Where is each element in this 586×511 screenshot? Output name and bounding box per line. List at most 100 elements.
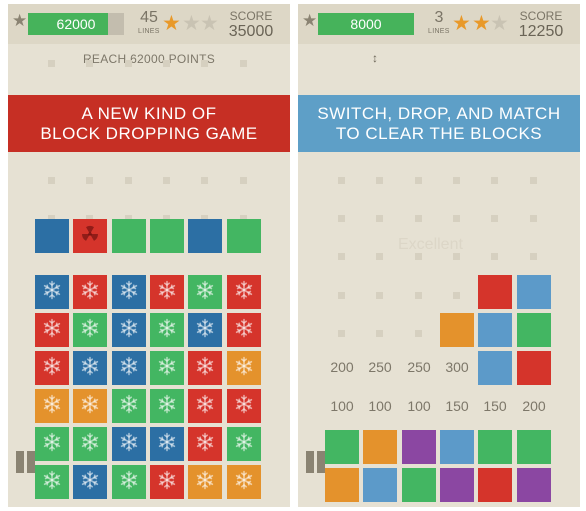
grid-block[interactable] <box>35 351 69 385</box>
grid-block[interactable] <box>150 465 184 499</box>
tray-block[interactable] <box>440 468 474 502</box>
stack-block[interactable] <box>517 351 551 385</box>
grid-dot <box>86 215 93 222</box>
grid-block[interactable] <box>227 427 261 461</box>
tray-block[interactable] <box>325 468 359 502</box>
tray-block[interactable] <box>517 468 551 502</box>
falling-block[interactable] <box>35 219 69 253</box>
tray-block[interactable] <box>402 430 436 464</box>
grid-block[interactable] <box>112 465 146 499</box>
grid-block[interactable] <box>35 427 69 461</box>
snowflake-icon <box>42 356 62 381</box>
snowflake-icon <box>42 470 62 495</box>
tray-block[interactable] <box>363 430 397 464</box>
snowflake-icon <box>80 280 100 305</box>
grid-block[interactable] <box>227 389 261 423</box>
grid-block[interactable] <box>73 465 107 499</box>
falling-block[interactable] <box>150 219 184 253</box>
grid-dot <box>86 60 93 67</box>
grid-dot <box>376 253 383 260</box>
tray-block[interactable] <box>325 430 359 464</box>
snowflake-icon <box>42 318 62 343</box>
score-label: SCORE <box>519 9 563 23</box>
stack-block[interactable] <box>478 351 512 385</box>
grid-block[interactable] <box>227 275 261 309</box>
grid-block[interactable] <box>112 351 146 385</box>
column-points-value: 150 <box>483 398 507 414</box>
grid-dot <box>415 330 422 337</box>
column-points-value: 250 <box>407 359 431 375</box>
snowflake-icon <box>195 318 215 343</box>
faded-feedback-text: Excellent <box>398 236 463 253</box>
grid-block[interactable] <box>73 427 107 461</box>
tray-block[interactable] <box>478 468 512 502</box>
tray-block[interactable] <box>402 468 436 502</box>
grid-dot <box>453 215 460 222</box>
column-points-value: 250 <box>368 359 392 375</box>
grid-block[interactable] <box>112 275 146 309</box>
grid-block[interactable] <box>150 389 184 423</box>
grid-block[interactable] <box>150 351 184 385</box>
grid-block[interactable] <box>112 427 146 461</box>
grid-dot <box>530 253 537 260</box>
stack-block[interactable] <box>517 275 551 309</box>
grid-dot <box>338 177 345 184</box>
pause-icon[interactable] <box>16 451 38 473</box>
grid-block[interactable] <box>35 465 69 499</box>
grid-block[interactable] <box>188 351 222 385</box>
stack-block[interactable] <box>517 313 551 347</box>
promo-banner: A NEW KIND OF BLOCK DROPPING GAME <box>8 95 290 152</box>
tray-block[interactable] <box>478 430 512 464</box>
grid-block[interactable] <box>35 389 69 423</box>
grid-block[interactable] <box>73 351 107 385</box>
tray-block[interactable] <box>440 430 474 464</box>
grid-block[interactable] <box>188 313 222 347</box>
stack-block[interactable] <box>478 275 512 309</box>
column-points-value: 200 <box>522 398 546 414</box>
grid-block[interactable] <box>150 313 184 347</box>
grid-dot <box>415 292 422 299</box>
grid-block[interactable] <box>188 427 222 461</box>
falling-block[interactable] <box>227 219 261 253</box>
falling-block[interactable] <box>73 219 107 253</box>
grid-block[interactable] <box>188 275 222 309</box>
rating-star-icon: ★ <box>490 12 509 35</box>
grid-block[interactable] <box>73 313 107 347</box>
banner-line-2: TO CLEAR THE BLOCKS <box>335 123 543 143</box>
grid-block[interactable] <box>227 465 261 499</box>
hud: ★ 62000 45 LINES ★ ★ ★ SCORE 35000 <box>8 4 290 44</box>
grid-dot <box>376 177 383 184</box>
radioactive-icon <box>80 224 100 249</box>
level-progress-text: 62000 <box>56 16 96 32</box>
tray-block[interactable] <box>363 468 397 502</box>
hud: ★ 8000 3 LINES ★ ★ ★ SCORE 12250 <box>298 4 580 44</box>
grid-block[interactable] <box>112 313 146 347</box>
grid-block[interactable] <box>35 313 69 347</box>
grid-block[interactable] <box>73 275 107 309</box>
level-progress-text: 8000 <box>350 16 382 32</box>
tray-block[interactable] <box>517 430 551 464</box>
grid-dot <box>530 215 537 222</box>
lines-label: LINES <box>138 28 160 35</box>
grid-dot <box>415 253 422 260</box>
grid-block[interactable] <box>35 275 69 309</box>
grid-block[interactable] <box>150 427 184 461</box>
lines-label: LINES <box>428 28 450 35</box>
grid-block[interactable] <box>73 389 107 423</box>
grid-block[interactable] <box>112 389 146 423</box>
falling-block[interactable] <box>112 219 146 253</box>
grid-block[interactable] <box>227 351 261 385</box>
grid-block[interactable] <box>188 465 222 499</box>
grid-block[interactable] <box>188 389 222 423</box>
grid-dot <box>338 215 345 222</box>
grid-block[interactable] <box>150 275 184 309</box>
stack-block[interactable] <box>440 313 474 347</box>
grid-block[interactable] <box>227 313 261 347</box>
pause-icon[interactable] <box>306 451 328 473</box>
snowflake-icon <box>234 432 254 457</box>
stack-block[interactable] <box>478 313 512 347</box>
falling-block[interactable] <box>188 219 222 253</box>
rating-star-icon: ★ <box>452 12 471 35</box>
snowflake-icon <box>157 318 177 343</box>
grid-dot <box>201 215 208 222</box>
